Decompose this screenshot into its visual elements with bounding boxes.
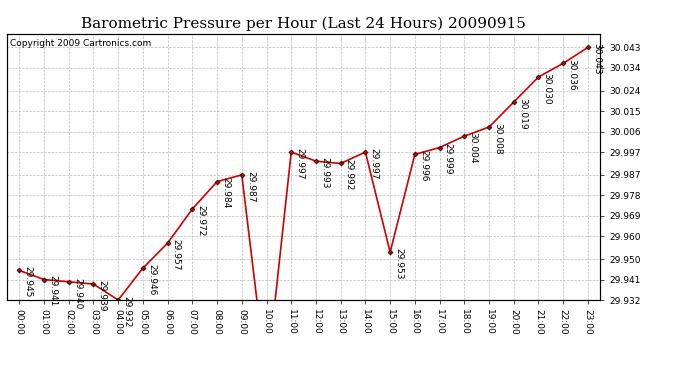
Text: 29.992: 29.992 [345,159,354,190]
Text: 29.999: 29.999 [444,143,453,175]
Text: 29.972: 29.972 [197,205,206,236]
Text: 30.008: 30.008 [493,123,502,154]
Text: 29.946: 29.946 [147,264,156,296]
Text: 30.030: 30.030 [542,73,551,105]
Text: 29.940: 29.940 [73,278,82,309]
Text: 29.997: 29.997 [370,148,379,179]
Text: 29.932: 29.932 [122,296,131,327]
Text: 29.953: 29.953 [394,248,403,279]
Text: 29.987: 29.987 [246,171,255,202]
Text: 30.043: 30.043 [592,43,601,75]
Text: 29.957: 29.957 [172,239,181,270]
Text: 29.897: 29.897 [0,374,1,375]
Text: 30.004: 30.004 [469,132,477,164]
Text: 29.945: 29.945 [23,266,32,298]
Text: 29.941: 29.941 [48,275,57,307]
Text: 29.993: 29.993 [320,157,329,189]
Text: 29.939: 29.939 [97,280,106,311]
Text: 29.996: 29.996 [419,150,428,182]
Text: Copyright 2009 Cartronics.com: Copyright 2009 Cartronics.com [10,39,151,48]
Text: 30.036: 30.036 [567,59,576,91]
Text: 29.997: 29.997 [295,148,304,179]
Text: 30.019: 30.019 [518,98,527,129]
Text: 29.984: 29.984 [221,177,230,209]
Title: Barometric Pressure per Hour (Last 24 Hours) 20090915: Barometric Pressure per Hour (Last 24 Ho… [81,17,526,31]
